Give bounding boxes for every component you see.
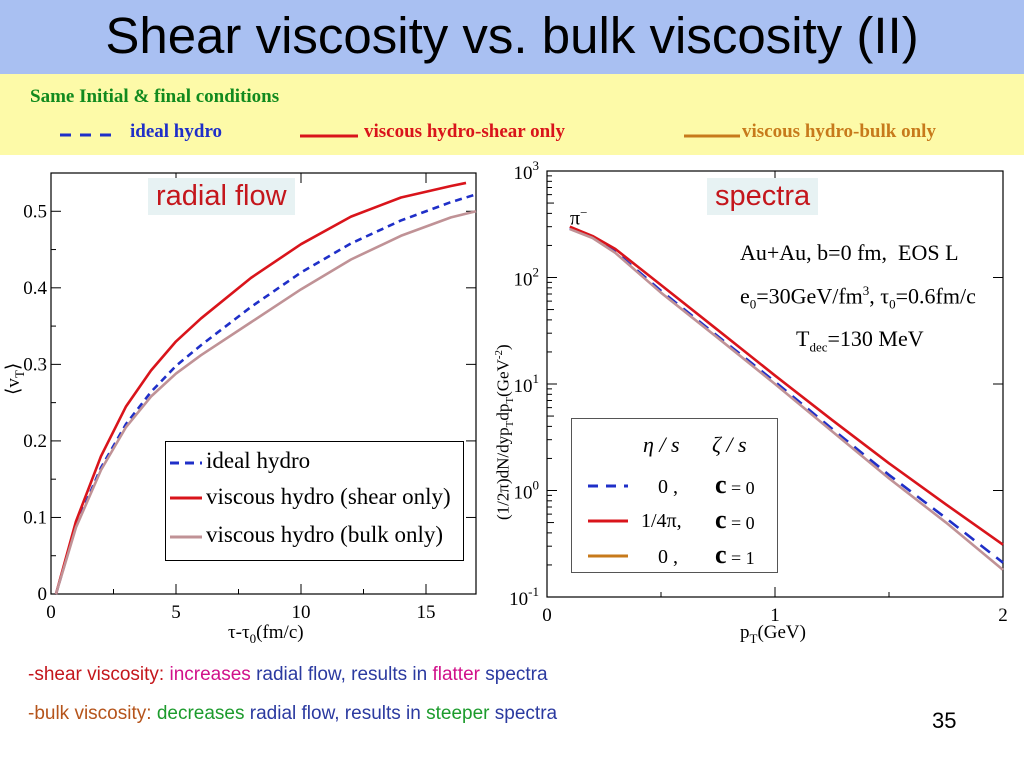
conclusion-shear-run-5: spectra (479, 664, 548, 685)
conclusion-bulk-run-3: steeper (426, 703, 490, 724)
radial-flow-y-tick-label: 0.3 (23, 354, 47, 375)
spectra-y-tick-label: 100 (514, 478, 540, 504)
conditions-title: Same Initial & final conditions (30, 86, 280, 107)
table-swatch-ideal (588, 484, 628, 488)
slide-title: Shear viscosity vs. bulk viscosity (II) (105, 7, 919, 64)
spectra-x-tick-label: 1 (770, 605, 780, 626)
spectra-annotation-initial: e0=30GeV/fm3, τ0=0.6fm/c (740, 283, 976, 312)
table-row-ideal-zeta-symbol: c (715, 470, 727, 499)
page-number: 35 (932, 708, 957, 733)
spectra-tag: spectra (707, 178, 819, 215)
radial-flow-x-tick-label: 5 (171, 602, 181, 623)
conclusion-shear-run-2: increases (169, 664, 251, 685)
radial-flow-x-tick-label: 0 (46, 602, 56, 623)
spectra-y-label: (1/2π)dN/dypTdpT(GeV-2) (493, 344, 517, 520)
spectra-y-tick-label: 103 (514, 160, 540, 184)
radial-flow-y-tick-label: 0 (38, 584, 48, 605)
conclusion-bulk-run-1: decreases (156, 703, 245, 724)
conclusion-shear-run-4: flatter (432, 664, 480, 685)
radial-flow-x-tick-label: 10 (292, 602, 311, 623)
spectra-x-tick-label: 0 (542, 605, 552, 626)
conditions-bar (0, 74, 1024, 155)
spectra-annotation-tdec: Tdec=130 MeV (796, 326, 924, 355)
spectra-param-table (571, 418, 778, 573)
spectra-annotation-system: Au+Au, b=0 fm, EOS L (740, 240, 959, 265)
radial-flow-legend (165, 441, 464, 561)
title-bar (0, 0, 1024, 74)
table-row-shear-zeta: = 0 (731, 513, 755, 533)
legend-swatch-bulk (684, 134, 740, 138)
radial-legend-label-ideal: ideal hydro (206, 448, 311, 473)
radial-legend-swatch-ideal (170, 461, 202, 465)
radial-legend-swatch-bulk (170, 535, 202, 539)
spectra-y-tick-label: 102 (514, 265, 540, 291)
spectra-series-2 (569, 227, 1004, 571)
table-row-bulk-eta: 0 , (658, 546, 678, 568)
spectra-x-tick-label: 2 (998, 605, 1008, 626)
radial-flow-x-tick-label: 15 (417, 602, 436, 623)
radial-flow-x-label: τ-τ0(fm/c) (228, 622, 304, 646)
table-row-ideal-eta: 0 , (658, 476, 678, 498)
spectra-panel: 0 1 2 10-1 100 101 102 103 (490, 158, 1024, 650)
spectra-y-tick-label: 10-1 (509, 584, 539, 610)
radial-flow-y-label: ⟨vT⟩ (3, 362, 27, 395)
legend-swatch-shear (300, 134, 358, 138)
legend-label-ideal: ideal hydro (130, 121, 223, 142)
table-row-bulk-zeta: = 1 (731, 548, 755, 568)
table-row-ideal-zeta: = 0 (731, 478, 755, 498)
radial-flow-panel: 0 5 10 15 0 0.1 0.2 0.3 0.4 0.5 (0, 160, 490, 650)
table-swatch-shear (588, 519, 628, 523)
table-row-shear-eta: 1/4π, (641, 510, 682, 532)
spectra-particle: π− (570, 205, 588, 230)
conclusion-bulk-run-4: spectra (489, 703, 558, 724)
radial-legend-label-bulk: viscous hydro (bulk only) (206, 522, 444, 547)
table-swatch-bulk (588, 554, 628, 558)
radial-flow-tag: radial flow (148, 178, 295, 215)
radial-flow-y-tick-label: 0.5 (23, 201, 47, 222)
conclusion-shear-run-1: shear viscosity: (34, 664, 170, 685)
radial-flow-series-2 (54, 210, 477, 595)
conclusion-shear-run-0: - (28, 664, 35, 685)
radial-flow-chart: 0 5 10 15 0 0.1 0.2 0.3 0.4 0.5 (23, 172, 477, 623)
spectra-x-label: pT(GeV) (740, 622, 806, 646)
legend-label-shear: viscous hydro-shear only (364, 121, 565, 142)
radial-flow-series-1 (54, 181, 467, 595)
conclusion-shear-run-3: radial flow, results in (250, 664, 433, 685)
legend-label-bulk: viscous hydro-bulk only (742, 121, 936, 142)
conclusion-bulk: -bulk viscosity: decreases radial flow, … (28, 703, 557, 725)
spectra-series-0 (569, 227, 1004, 564)
radial-flow-plot-frame (50, 172, 477, 595)
spectra-chart: 0 1 2 10-1 100 101 102 103 (509, 158, 1008, 626)
radial-flow-y-tick-label: 0.2 (23, 431, 47, 452)
radial-legend-swatch-shear (170, 496, 202, 500)
table-header-zeta: ζ / s (712, 432, 747, 457)
table-row-bulk-zeta-symbol: c (715, 540, 727, 569)
radial-legend-label-shear: viscous hydro (shear only) (206, 484, 451, 509)
table-row-shear-zeta-symbol: c (715, 505, 727, 534)
spectra-y-tick-label: 101 (514, 371, 540, 397)
conclusion-shear: -shear viscosity: increases radial flow,… (28, 664, 548, 686)
spectra-series-1 (569, 225, 1004, 546)
radial-flow-y-tick-label: 0.4 (23, 278, 47, 299)
conclusion-bulk-run-0: -bulk viscosity: (28, 703, 157, 724)
table-header-eta: η / s (643, 432, 680, 457)
legend-swatch-ideal (60, 133, 120, 137)
conclusion-bulk-run-2: radial flow, results in (244, 703, 427, 724)
radial-flow-y-tick-label: 0.1 (23, 507, 47, 528)
